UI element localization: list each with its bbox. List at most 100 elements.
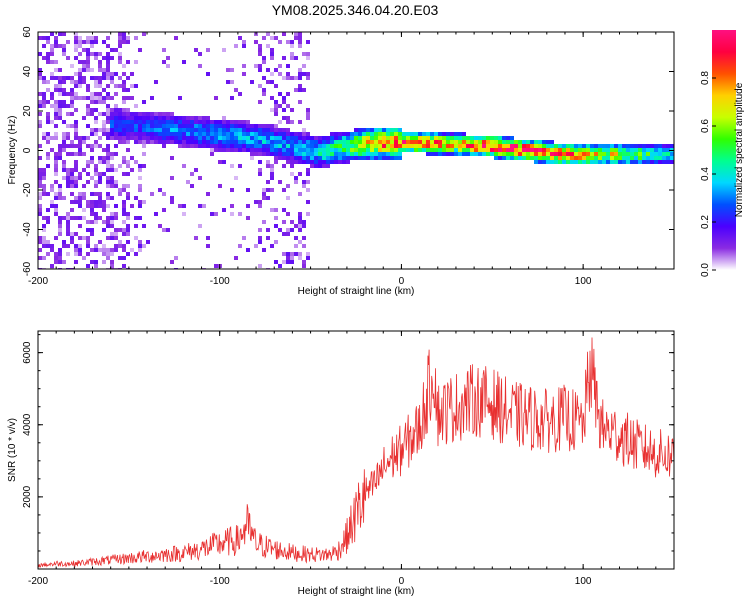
spectrogram-cell: [94, 184, 98, 188]
spectrogram-cell: [122, 220, 126, 224]
spectrogram-cell: [298, 68, 302, 72]
spectrogram-cell: [222, 48, 226, 52]
spectrogram-cell: [258, 124, 262, 128]
spectrogram-cell: [330, 148, 334, 152]
spectrogram-cell: [146, 128, 150, 132]
spectrogram-cell: [442, 148, 446, 152]
spectrogram-cell: [266, 152, 270, 156]
spectrogram-cell: [470, 144, 474, 148]
spectrogram-cell: [298, 156, 302, 160]
spectrogram-cell: [74, 120, 78, 124]
spectrogram-cell: [534, 156, 538, 160]
spectrogram-cell: [38, 248, 42, 252]
spectrogram-cell: [494, 148, 498, 152]
spectrogram-cell: [438, 148, 442, 152]
spectrogram-cell: [258, 144, 262, 148]
spectrogram-cell: [302, 152, 306, 156]
spectrogram-cell: [86, 200, 90, 204]
spectrogram-cell: [546, 148, 550, 152]
spectrogram-cell: [122, 256, 126, 260]
spectrogram-cell: [90, 200, 94, 204]
spectrogram-cell: [586, 152, 590, 156]
spectrogram-cell: [286, 260, 290, 264]
snr-series-line: [38, 337, 674, 568]
spectrogram-cell: [66, 40, 70, 44]
spectrogram-cell: [434, 132, 438, 136]
spectrogram-cell: [482, 140, 486, 144]
spectrogram-cell: [458, 152, 462, 156]
spectrogram-cell: [218, 160, 222, 164]
spectrogram-cell: [354, 144, 358, 148]
spectrogram-cell: [106, 84, 110, 88]
spectrogram-cell: [646, 144, 650, 148]
spectrogram-cell: [102, 100, 106, 104]
spectrogram-cell: [222, 136, 226, 140]
spectrogram-cell: [226, 132, 230, 136]
spectrogram-cell: [62, 260, 66, 264]
spectrogram-cell: [134, 128, 138, 132]
spectrogram-cell: [54, 116, 58, 120]
spectrogram-cell: [518, 152, 522, 156]
spectrogram-cell: [346, 140, 350, 144]
spectrogram-cell: [290, 252, 294, 256]
spectrogram-cell: [258, 264, 262, 268]
spectrogram-cell: [98, 52, 102, 56]
spectrogram-cell: [298, 152, 302, 156]
spectrogram-cell: [74, 132, 78, 136]
spectrogram-cell: [638, 156, 642, 160]
spectrogram-cell: [298, 76, 302, 80]
spectrogram-cell: [166, 128, 170, 132]
colorbar-gradient: [712, 30, 736, 270]
spectrogram-cell: [306, 160, 310, 164]
spectrogram-cell: [174, 36, 178, 40]
spectrogram-cell: [266, 140, 270, 144]
spectrogram-cell: [162, 136, 166, 140]
spectrogram-cell: [146, 116, 150, 120]
spectrogram-cell: [94, 116, 98, 120]
spectrogram-cell: [246, 124, 250, 128]
spectrogram-cell: [86, 144, 90, 148]
spectrogram-cell: [114, 248, 118, 252]
spectrogram-cell: [70, 180, 74, 184]
spectrogram-cell: [526, 148, 530, 152]
spectrogram-cell: [38, 52, 42, 56]
spectrogram-cell: [138, 164, 142, 168]
spectrogram-cell: [386, 128, 390, 132]
spectrogram-cell: [82, 192, 86, 196]
spectrogram-cell: [138, 240, 142, 244]
spectrogram-cell: [194, 132, 198, 136]
spectrogram-cell: [602, 144, 606, 148]
spectrogram-cell: [198, 224, 202, 228]
spectrogram-cell: [302, 136, 306, 140]
spectrogram-cell: [102, 204, 106, 208]
spectrogram-cell: [130, 248, 134, 252]
spectrogram-cell: [314, 160, 318, 164]
spectrogram-cell: [86, 84, 90, 88]
spectrogram-cell: [550, 152, 554, 156]
spectrogram-cell: [86, 88, 90, 92]
spectrogram-cell: [58, 148, 62, 152]
spectrogram-cell: [74, 124, 78, 128]
spectrogram-cell: [630, 144, 634, 148]
spectrogram-cell: [50, 188, 54, 192]
snr-x-label: Height of straight line (km): [298, 586, 415, 597]
spectrogram-cell: [542, 144, 546, 148]
spectrogram-cell: [286, 128, 290, 132]
spectrogram-cell: [270, 244, 274, 248]
spectrogram-cell: [398, 140, 402, 144]
spectrogram-cell: [62, 176, 66, 180]
spectrogram-cell: [634, 144, 638, 148]
spectrogram-cell: [554, 152, 558, 156]
spectrogram-cell: [234, 88, 238, 92]
spectrogram-cell: [270, 140, 274, 144]
spectrogram-cell: [74, 176, 78, 180]
spectrogram-y-label: Frequency (Hz): [7, 116, 18, 185]
spectrogram-cell: [66, 144, 70, 148]
spectrogram-cell: [142, 200, 146, 204]
spectrogram-cell: [466, 148, 470, 152]
spectrogram-cell: [102, 156, 106, 160]
spectrogram-cell: [654, 144, 658, 148]
colorbar: 0.00.20.40.60.8 Normalized spectral ampl…: [700, 30, 745, 277]
spectrogram-cell: [554, 156, 558, 160]
spectrogram-cell: [386, 144, 390, 148]
